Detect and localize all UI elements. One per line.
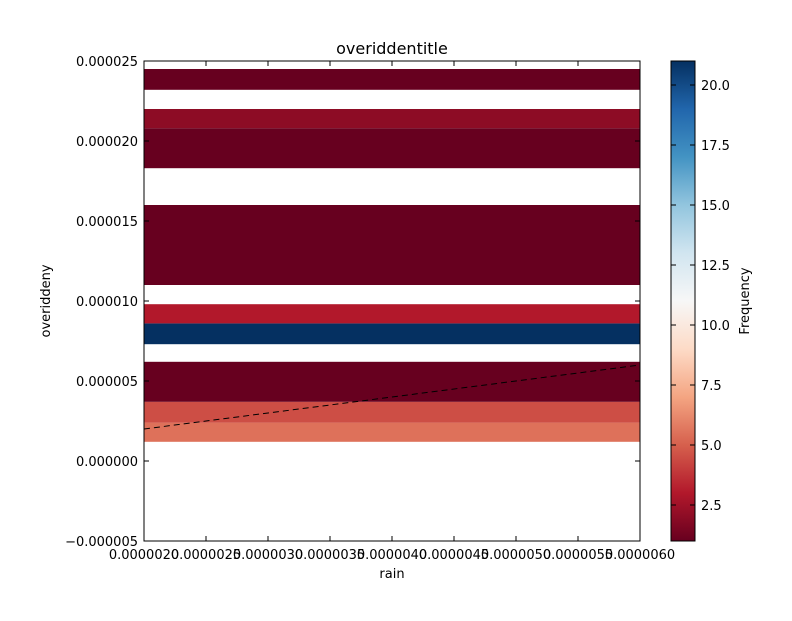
heatmap-band xyxy=(144,422,640,442)
y-tick-label: 0.000015 xyxy=(76,215,138,230)
x-axis: 0.00000200.00000250.00000300.00000350.00… xyxy=(109,61,675,563)
heatmap-bands xyxy=(144,69,640,442)
trend-line-group xyxy=(144,364,640,430)
colorbar-tick-label: 12.5 xyxy=(701,259,730,274)
colorbar xyxy=(670,60,696,542)
x-tick-label: 0.0000055 xyxy=(543,548,613,563)
y-tick-label: 0.000010 xyxy=(76,295,138,310)
colorbar-tick-label: 20.0 xyxy=(701,79,730,94)
colorbar-tick-label: 10.0 xyxy=(701,319,730,334)
x-tick-label: 0.0000025 xyxy=(171,548,241,563)
heatmap-band xyxy=(144,401,640,423)
heatmap-band xyxy=(144,109,640,129)
x-axis-label: rain xyxy=(379,567,404,582)
y-tick-label: 0.000020 xyxy=(76,135,138,150)
y-tick-label: 0.000005 xyxy=(76,375,138,390)
colorbar-tick-label: 15.0 xyxy=(701,199,730,214)
x-tick-label: 0.0000045 xyxy=(419,548,489,563)
y-axis: −0.000005 0.000000 0.000005 0.000010 0.00001… xyxy=(65,55,640,550)
colorbar-tick-label: 2.5 xyxy=(701,499,722,514)
x-tick-label: 0.0000050 xyxy=(481,548,551,563)
colorbar-tick-label: 7.5 xyxy=(701,379,722,394)
y-tick-label: 0.000025 xyxy=(76,55,138,70)
chart-title: overiddentitle xyxy=(336,39,448,58)
colorbar-label: Frequency xyxy=(738,267,753,334)
colorbar-tick-label: 5.0 xyxy=(701,439,722,454)
x-tick-label: 0.0000040 xyxy=(357,548,427,563)
heatmap-band xyxy=(144,361,640,402)
heatmap-band xyxy=(144,128,640,169)
heatmap-band xyxy=(144,69,640,90)
heatmap-band xyxy=(144,205,640,285)
colorbar-tick-label: 17.5 xyxy=(701,139,730,154)
x-tick-label: 0.0000035 xyxy=(295,548,365,563)
trend-line xyxy=(144,364,640,430)
heatmap-band xyxy=(144,304,640,324)
colorbar-ticks: 2.5 5.0 7.5 10.0 12.5 15.0 17.5 20.0 xyxy=(671,79,730,514)
x-tick-label: 0.0000020 xyxy=(109,548,179,563)
y-tick-label: 0.000000 xyxy=(76,455,138,470)
y-tick-label: −0.000005 xyxy=(65,535,138,550)
x-tick-label: 0.0000060 xyxy=(605,548,675,563)
heatmap-band xyxy=(144,323,640,345)
x-tick-label: 0.0000030 xyxy=(233,548,303,563)
y-axis-label: overiddeny xyxy=(39,264,54,337)
